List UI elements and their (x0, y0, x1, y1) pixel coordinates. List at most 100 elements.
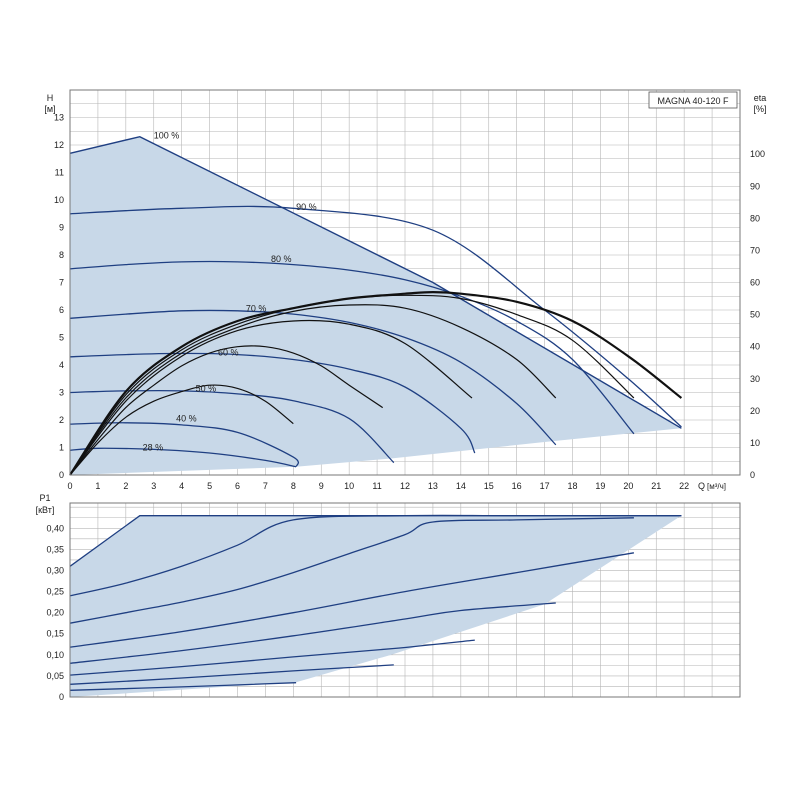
x-tick-label: 12 (400, 481, 410, 491)
power-y-tick-label: 0,30 (46, 565, 64, 575)
x-tick-label: 15 (484, 481, 494, 491)
x-tick-label: 18 (567, 481, 577, 491)
curve-label-90: 90 % (296, 202, 317, 212)
power-y-tick-label: 0,25 (46, 587, 64, 597)
y2-axis-title: eta (754, 93, 767, 103)
y2-tick-label: 10 (750, 438, 760, 448)
head-operating-area (70, 136, 682, 475)
x-tick-label: 1 (95, 481, 100, 491)
power-curve-50 (69, 639, 475, 676)
efficiency-curve-2 (69, 345, 384, 476)
x-tick-label: 16 (512, 481, 522, 491)
y-tick-label: 10 (54, 195, 64, 205)
x-tick-label: 7 (263, 481, 268, 491)
power-chart: 0 0,05 0,10 0,15 0,20 0,25 0,30 0,35 0,40 P1 [кВт] (36, 493, 741, 702)
curve-label-70: 70 % (246, 304, 267, 314)
chart-title: MAGNA 40-120 F (657, 96, 729, 106)
power-axis-unit: [кВт] (36, 505, 55, 515)
y-tick-label: 8 (59, 250, 64, 260)
x-tick-label: 0 (67, 481, 72, 491)
head-curve-40 (69, 422, 300, 467)
efficiency-curve-3 (69, 319, 473, 476)
power-y-tick-label: 0,20 (46, 608, 64, 618)
power-axis-title: P1 (39, 493, 50, 503)
power-plot-frame (69, 502, 741, 698)
x-tick-label: 10 (344, 481, 354, 491)
y-tick-label: 4 (59, 360, 64, 370)
head-chart: 100 %90 %80 %70 %60 %50 %40 %28 %0 1 2 3 4 5 6… (44, 89, 767, 491)
y2-tick-label: 0 (750, 470, 755, 480)
power-curve-70 (69, 552, 635, 648)
curve-label-40: 40 % (176, 414, 197, 424)
x-tick-label: 22 (679, 481, 689, 491)
y2-tick-label: 90 (750, 181, 760, 191)
power-curve-80 (69, 517, 634, 624)
power-curve-90 (69, 514, 682, 597)
head-curve-28 (69, 447, 297, 468)
power-curve-40 (69, 664, 394, 685)
curve-label-28: 28 % (143, 443, 164, 453)
y-tick-label: 0 (59, 470, 64, 480)
power-y-tick-label: 0 (59, 692, 64, 702)
y2-tick-label: 50 (750, 310, 760, 320)
y-tick-label: 6 (59, 305, 64, 315)
power-y-tick-label: 0,35 (46, 544, 64, 554)
x-axis-unit: [м³/ч] (707, 482, 726, 491)
y2-axis-unit: [%] (753, 104, 766, 114)
curve-label-50: 50 % (196, 383, 217, 393)
y2-tick-label: 20 (750, 406, 760, 416)
x-tick-label: 8 (291, 481, 296, 491)
x-tick-label: 13 (428, 481, 438, 491)
x-tick-label: 6 (235, 481, 240, 491)
power-curve-60 (69, 602, 556, 664)
x-tick-label: 20 (623, 481, 633, 491)
y-tick-label: 1 (59, 443, 64, 453)
efficiency-curve-4 (69, 304, 557, 476)
head-curve-100 (69, 135, 682, 429)
x-tick-label: 5 (207, 481, 212, 491)
y-tick-label: 2 (59, 415, 64, 425)
x-tick-label: 2 (123, 481, 128, 491)
head-curve-60 (69, 352, 476, 454)
x-tick-label: 9 (319, 481, 324, 491)
head-curve-90 (69, 205, 682, 428)
y-tick-label: 3 (59, 388, 64, 398)
x-tick-label: 17 (540, 481, 550, 491)
y-tick-label: 7 (59, 278, 64, 288)
x-axis-title: Q (698, 481, 705, 491)
x-tick-label: 14 (456, 481, 466, 491)
y2-tick-label: 100 (750, 149, 765, 159)
x-tick-label: 11 (372, 481, 381, 491)
y-tick-label: 5 (59, 333, 64, 343)
x-tick-label: 21 (651, 481, 661, 491)
curve-label-80: 80 % (271, 254, 292, 264)
y-tick-label: 13 (54, 113, 64, 123)
x-tick-label: 3 (151, 481, 156, 491)
y2-tick-label: 60 (750, 278, 760, 288)
y2-tick-label: 80 (750, 213, 760, 223)
power-y-tick-label: 0,40 (46, 523, 64, 533)
chart-title-box (648, 91, 738, 109)
y2-tick-label: 40 (750, 342, 760, 352)
y2-tick-label: 30 (750, 374, 760, 384)
power-y-tick-label: 0,05 (46, 671, 64, 681)
y-tick-label: 9 (59, 223, 64, 233)
head-curve-70 (69, 309, 557, 446)
efficiency-curve-6 (69, 290, 683, 476)
x-tick-label: 4 (179, 481, 184, 491)
power-operating-area (70, 515, 682, 697)
head-curve-80 (69, 260, 635, 435)
power-y-tick-label: 0,15 (46, 629, 64, 639)
curve-label-60: 60 % (218, 348, 239, 358)
efficiency-curve-1 (69, 384, 294, 476)
y-axis-unit: [м] (44, 104, 55, 114)
y-axis-title: H (47, 93, 54, 103)
power-curve-28 (69, 682, 297, 691)
curve-label-100: 100 % (154, 130, 180, 140)
power-y-tick-label: 0,10 (46, 650, 64, 660)
x-tick-label: 19 (595, 481, 605, 491)
head-plot-frame (69, 89, 741, 476)
y-tick-label: 11 (55, 168, 64, 178)
y2-tick-label: 70 (750, 245, 760, 255)
